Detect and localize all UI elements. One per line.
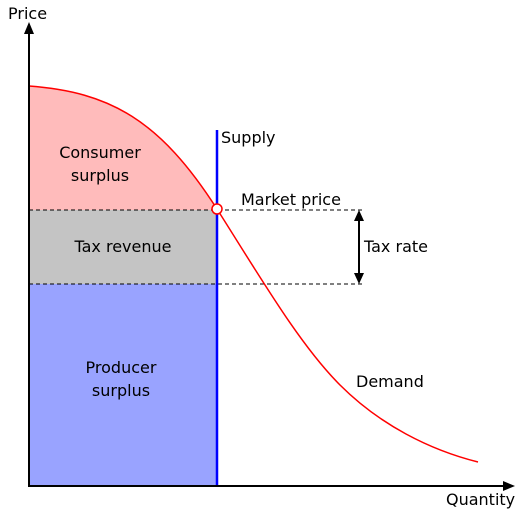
consumer-surplus-label-line2: surplus: [71, 166, 129, 185]
tax-revenue-label: Tax revenue: [74, 237, 172, 256]
tax-rate-arrowhead-down: [354, 273, 364, 284]
y-axis-arrowhead: [24, 22, 34, 34]
supply-label: Supply: [221, 128, 276, 147]
x-axis-label: Quantity: [446, 490, 515, 509]
tax-rate-label: Tax rate: [363, 237, 428, 256]
producer-surplus-label-line1: Producer: [86, 358, 157, 377]
demand-label: Demand: [356, 372, 424, 391]
market-equilibrium-marker: [212, 204, 222, 214]
market-price-label: Market price: [241, 190, 341, 209]
consumer-surplus-label-line1: Consumer: [59, 143, 141, 162]
producer-surplus-label-line2: surplus: [92, 381, 150, 400]
y-axis-label: Price: [8, 4, 47, 23]
tax-rate-arrowhead-up: [354, 210, 364, 221]
